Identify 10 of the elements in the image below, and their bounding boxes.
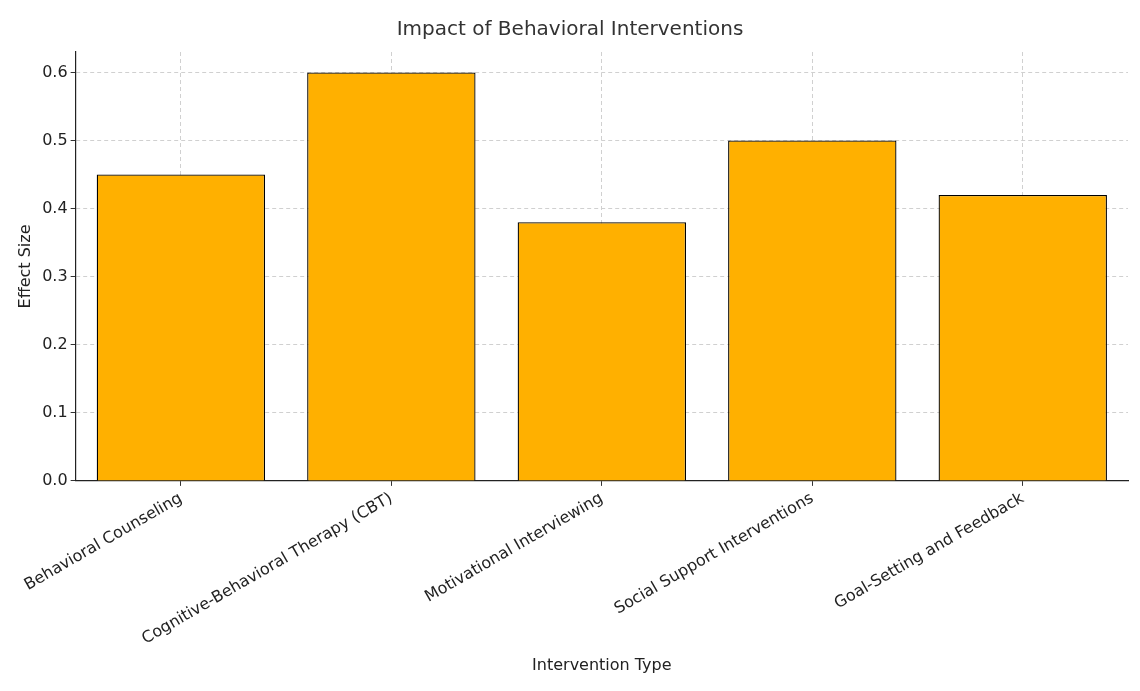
y-tick-label: 0.1	[42, 401, 68, 421]
y-tick-label: 0.3	[42, 265, 68, 285]
y-tick-label: 0.5	[42, 129, 68, 149]
y-axis-title: Effect Size	[14, 224, 34, 309]
y-tick-label: 0.0	[42, 470, 68, 490]
y-tick-label: 0.2	[42, 333, 68, 353]
y-tick-label: 0.6	[42, 61, 68, 81]
chart-title: Impact of Behavioral Interventions	[396, 16, 744, 41]
y-tick-label: 0.4	[42, 197, 68, 217]
x-axis-title: Intervention Type	[532, 654, 672, 674]
